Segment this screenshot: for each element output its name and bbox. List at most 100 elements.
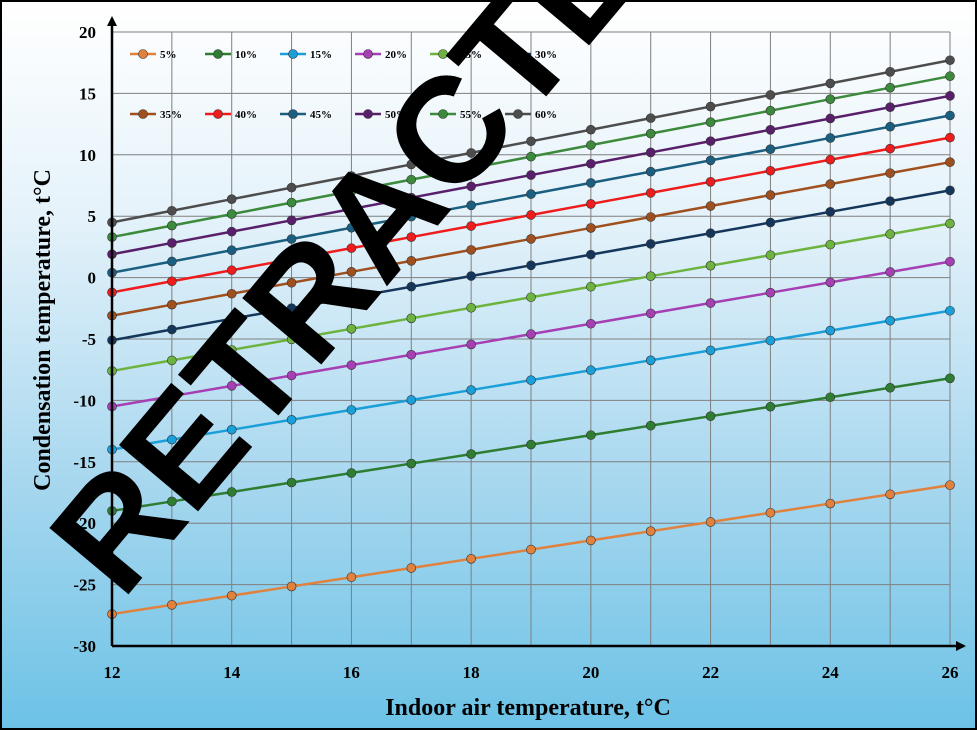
data-point: [466, 449, 476, 459]
axes: 20 15 10 5 0 -5 -10 -15 -20 -25 -30 12 14 16 18 20 22 24 2…: [73, 16, 966, 682]
x-tick-label: 14: [223, 663, 241, 682]
data-point: [885, 489, 895, 500]
data-point: [765, 105, 776, 116]
series-5pct: [107, 480, 955, 619]
data-point: [167, 220, 177, 231]
data-point: [346, 243, 357, 253]
data-point: [825, 154, 836, 165]
data-point: [226, 381, 237, 391]
x-axis-title: Indoor air temperature, t°C: [385, 695, 671, 721]
data-point: [765, 507, 776, 518]
legend-swatch-marker: [213, 49, 223, 59]
data-point: [526, 210, 536, 220]
data-point: [765, 250, 776, 260]
data-point: [825, 113, 836, 124]
data-point: [406, 395, 417, 405]
data-point: [526, 439, 536, 450]
legend-label: 20%: [385, 49, 407, 61]
data-point: [406, 192, 417, 203]
data-point: [765, 190, 776, 200]
legend-label: 30%: [535, 49, 557, 61]
y-tick-label: 20: [79, 23, 96, 42]
data-point: [825, 277, 836, 288]
data-point: [945, 218, 955, 229]
data-point: [825, 325, 836, 336]
legend: 5% 10% 15% 20% 25% 30% 35% 40% 45% 50% 55% 60%: [130, 49, 557, 121]
data-point: [466, 385, 476, 395]
data-point: [466, 221, 476, 231]
data-point: [645, 355, 656, 366]
y-tick-label: 10: [79, 146, 96, 165]
data-point: [406, 281, 417, 292]
data-point: [226, 424, 237, 435]
data-point: [825, 392, 836, 403]
data-point: [406, 458, 417, 469]
data-point: [526, 136, 536, 147]
data-point: [167, 391, 177, 401]
data-point: [945, 71, 955, 82]
data-point: [466, 302, 476, 313]
data-point: [286, 414, 297, 425]
data-point: [586, 249, 596, 260]
data-point: [645, 308, 656, 319]
data-point: [645, 113, 656, 123]
data-point: [945, 91, 955, 101]
legend-label: 35%: [160, 109, 182, 121]
data-point: [346, 468, 357, 478]
legend-label: 25%: [460, 49, 482, 61]
data-point: [645, 239, 656, 249]
data-point: [825, 207, 836, 217]
legend-label: 60%: [535, 109, 557, 121]
data-point: [226, 209, 237, 219]
data-point: [765, 90, 776, 100]
series-30pct: [107, 185, 955, 346]
data-point: [526, 234, 536, 244]
legend-swatch-marker: [438, 109, 448, 119]
data-point: [705, 411, 716, 421]
series-layer: [107, 55, 955, 619]
data-point: [825, 498, 836, 509]
data-point: [167, 205, 177, 216]
data-point: [167, 600, 177, 610]
data-point: [945, 256, 955, 267]
data-point: [286, 277, 297, 288]
legend-swatch-marker: [288, 49, 298, 59]
data-point: [346, 572, 357, 583]
data-point: [226, 314, 237, 324]
data-point: [765, 125, 776, 135]
data-point: [645, 147, 656, 158]
legend-item: 5%: [130, 49, 177, 61]
x-tick-label: 18: [463, 663, 480, 682]
data-point: [645, 271, 656, 281]
series-50pct: [107, 91, 955, 260]
data-point: [286, 303, 297, 313]
data-point: [167, 276, 177, 287]
data-point: [466, 148, 476, 158]
legend-item: 45%: [280, 109, 332, 121]
data-point: [346, 292, 357, 303]
data-point: [226, 245, 237, 256]
data-point: [586, 535, 596, 546]
data-point: [346, 324, 357, 334]
data-point: [167, 324, 177, 335]
data-point: [885, 267, 895, 277]
data-point: [945, 157, 955, 167]
data-point: [466, 181, 476, 192]
data-point: [705, 345, 716, 356]
legend-label: 15%: [310, 49, 332, 61]
series-55pct: [107, 71, 955, 242]
data-point: [226, 226, 237, 237]
data-point: [705, 177, 716, 187]
data-point: [406, 349, 417, 360]
data-point: [945, 110, 955, 121]
data-point: [226, 345, 237, 355]
data-point: [406, 159, 417, 170]
data-point: [825, 133, 836, 143]
data-point: [286, 234, 297, 244]
legend-item: 35%: [130, 109, 182, 121]
data-point: [645, 166, 656, 177]
series-25pct: [107, 218, 955, 376]
data-point: [406, 313, 417, 324]
data-point: [885, 102, 895, 112]
